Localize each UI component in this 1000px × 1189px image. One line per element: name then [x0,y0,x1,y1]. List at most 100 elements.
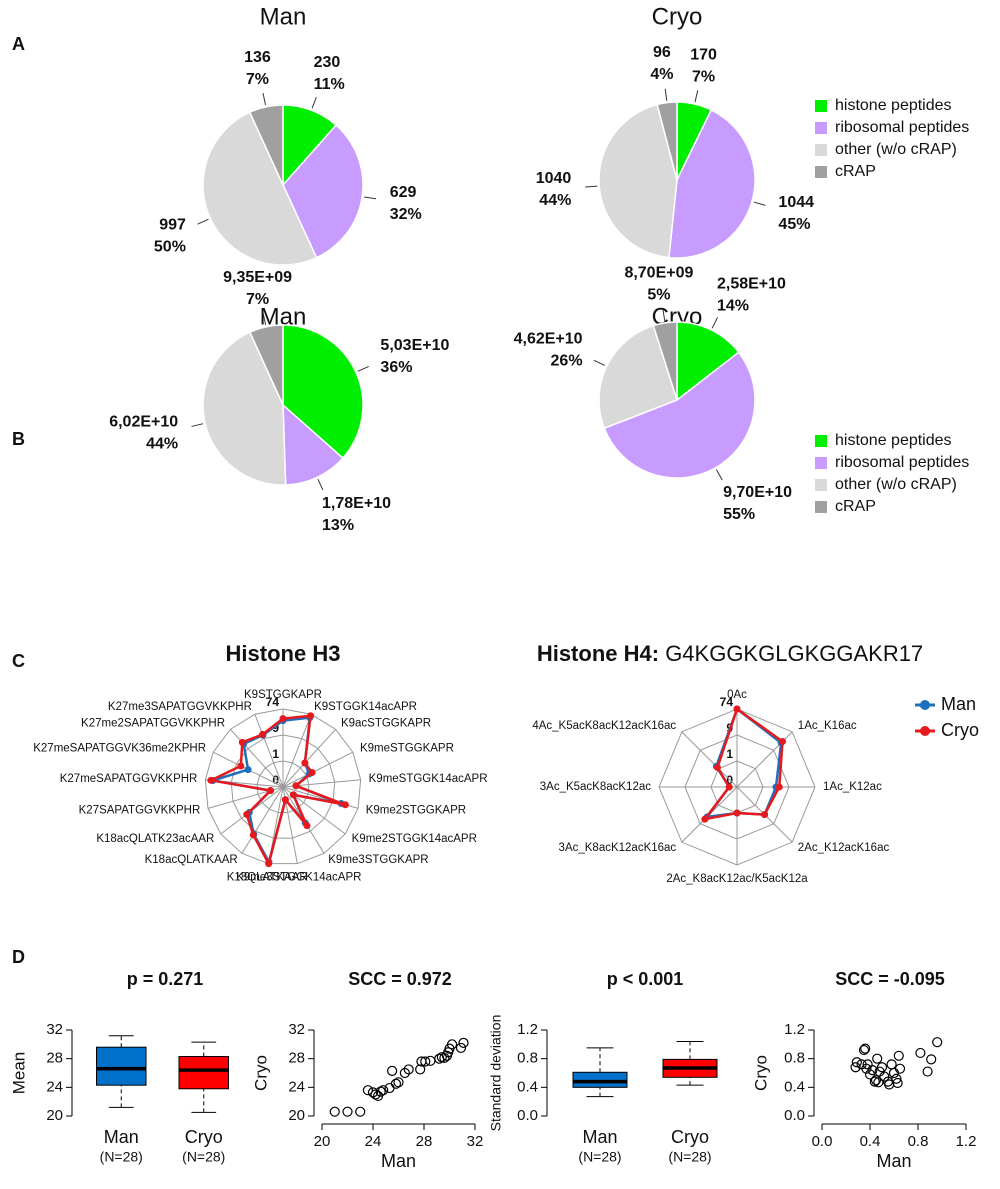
pie-slice [248,324,284,406]
axis-label: K18acQLATK23acAAR [96,833,214,845]
point [861,1063,872,1074]
percent-label: 36% [380,359,412,376]
data-label: 629 [390,184,417,201]
data-label: 1040 [536,170,572,187]
radar-point [292,782,300,790]
point [915,1047,926,1059]
point [342,1106,353,1117]
point [926,1054,937,1065]
point [894,1063,906,1074]
radar-point [281,796,289,804]
percent-label: 32% [390,206,422,223]
leader-line [317,478,324,491]
y-tick-label: 0.0 [517,1107,538,1124]
y-tick-label: 1.2 [784,1021,805,1038]
r-tick-label: 9 [272,721,279,735]
radar-point [733,705,741,713]
x-tick-label: 1.2 [956,1133,977,1150]
radar-point [701,815,709,823]
y-tick-label: 32 [288,1021,305,1038]
leader-line [711,317,718,329]
legend-label: Cryo [941,720,979,740]
radar-point [307,712,315,720]
data-label: 8,70E+09 [624,265,693,282]
axis-label: K9me2STGGKAPR [366,805,466,817]
leader-line [191,423,204,427]
axis-label: K9me2STGGK14acAPR [352,833,477,845]
spoke [282,751,354,788]
spoke [241,786,284,854]
radar-point [733,809,741,817]
point [415,1064,426,1075]
point [922,1066,933,1077]
point [384,1082,395,1094]
percent-label: 44% [539,192,571,209]
point [850,1062,861,1073]
legend-label: cRAP [835,163,876,180]
point [446,1039,458,1050]
axis-label: K9STGGK14acAPR [314,701,417,713]
axis-label: K9meSTGGK14acAPR [369,773,488,785]
radar-point [301,759,309,767]
point [390,1078,402,1089]
legend-label: cRAP [835,498,876,515]
percent-label: 7% [692,68,715,85]
percent-label: 45% [778,216,810,233]
y-axis-label: Cryo [251,1055,270,1091]
title-part: Histone H4: [537,641,659,666]
spoke [681,731,738,788]
axis-label: K18acQLATKAAR [145,854,238,866]
radar-point [259,730,267,738]
y-tick-label: 20 [46,1107,63,1124]
percent-label: 11% [314,76,345,93]
point [367,1087,379,1098]
percent-label: 7% [246,291,269,308]
subtitle: G4KGGKGLGKGGAKR17 [665,641,923,666]
chart-title: SCC = -0.095 [835,969,945,989]
radar-point [713,763,721,771]
axis-label: 1Ac_K12ac [823,781,882,793]
r-tick-label: 1 [272,747,279,761]
data-label: 2,58E+10 [717,275,786,292]
data-label: 170 [690,46,717,63]
y-axis-label: Standard deviation [488,1015,504,1132]
legend-label: Man [941,694,976,714]
pie-slice [282,403,344,486]
box [178,1056,229,1090]
pie-slice [668,108,756,259]
spoke [230,729,284,788]
x-tick-label: Man [582,1127,617,1147]
y-tick-label: 20 [288,1107,305,1124]
axis-label: 2Ac_K8acK12ac/K5acK12a [666,873,808,885]
point [867,1065,878,1076]
grid-ring [230,734,336,839]
x-tick-label: 0.8 [908,1133,929,1150]
y-axis-label: Cryo [751,1055,770,1091]
box [572,1071,628,1088]
point [891,1073,902,1084]
point [886,1059,897,1070]
percent-label: 13% [322,517,354,534]
panel-label: D [12,947,25,967]
pie-slice [656,101,678,181]
axis-label: K18QLATKAAR [227,872,308,884]
r-tick-label: 0 [272,773,279,787]
axis-label: 1Ac_K16ac [798,720,857,732]
leader-line [662,309,666,322]
point [888,1067,900,1079]
x-tick-label: Man [104,1127,139,1147]
legend-swatch [815,166,827,178]
y-tick-label: 24 [46,1078,63,1095]
point [420,1056,431,1067]
point [403,1064,414,1075]
point [329,1106,340,1117]
chart-title: Histone H4: G4KGGKGLGKGGAKR17 [537,641,923,666]
axis-label: K9acSTGGKAPR [341,717,431,729]
r-tick-label: 74 [720,695,734,709]
y-tick-label: 24 [288,1078,305,1095]
x-tick-label: 0.4 [860,1133,881,1150]
x-tick-label: 24 [365,1133,382,1150]
legend-swatch [815,100,827,112]
chart-title: Cryo [652,3,703,30]
leader-line [753,201,766,206]
